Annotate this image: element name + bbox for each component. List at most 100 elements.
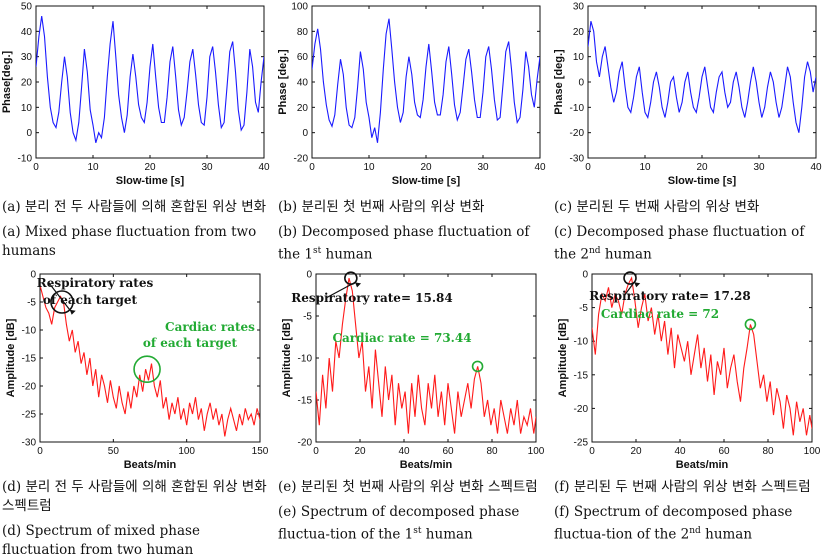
annotation-arrow [48,282,71,311]
y-tick-label: 40 [21,27,33,38]
x-tick-label: 0 [37,446,43,457]
x-axis-label: Beats/min [676,459,729,471]
y-tick-label: 20 [297,103,309,114]
x-tick-label: 80 [762,446,774,457]
y-tick-label: 10 [573,52,585,63]
y-tick-label: -10 [574,337,589,348]
y-tick-label: -20 [294,154,309,165]
chart-b: 0 10 20 30 40 -20 0 20 40 60 80 100 Slow-time [s] Pha… [276,0,551,195]
y-tick-label: -20 [298,438,313,449]
x-axis-label: Slow-time [s] [668,175,737,187]
y-tick-label: 0 [26,128,32,139]
x-tick-label: 30 [201,162,213,173]
caption-e: (e) 분리된 첫 번째 사람의 위상 변화 스펙트럼 (e) Spectrum… [278,478,546,545]
caption-e-ko: (e) 분리된 첫 번째 사람의 위상 변화 스펙트럼 [278,479,538,495]
x-tick-label: 40 [810,162,822,173]
annotation-label: Respiratory rate= 15.84 [291,291,453,305]
annotation-marker [744,318,757,331]
x-axis-label: Beats/min [400,459,453,471]
y-tick-label: 0 [582,270,588,281]
x-tick-label: 10 [639,162,651,173]
caption-f-ko: (f) 분리된 두 번째 사람의 위상 변화 스펙트럼 [554,479,811,495]
y-axis-label: Amplitude [dB] [281,318,293,397]
caption-a: (a) 분리 전 두 사람들에 의해 혼합된 위상 변화 (a) Mixed p… [2,198,270,261]
annotation-label: Cardiac rates [165,320,255,334]
annotation-label: Respiratory rates [37,276,154,290]
caption-f-en-pre: (f) Spectrum of decomposed phase fluctua… [554,504,793,543]
y-tick-label: 50 [21,2,33,13]
y-tick-label: 0 [30,270,36,281]
y-tick-label: 30 [573,2,585,13]
y-tick-label: 10 [21,103,33,114]
caption-e-en-pre: (e) Spectrum of decomposed phase fluctua… [278,504,520,543]
plot-frame [311,5,541,159]
x-tick-label: 20 [696,162,708,173]
x-tick-label: 30 [753,162,765,173]
x-tick-label: 100 [178,446,195,457]
y-tick-label: 0 [578,78,584,89]
y-tick-label: -25 [574,438,589,449]
caption-b-en-pre: (b) Decomposed phase fluctuation of the … [278,224,530,263]
y-tick-label: -20 [574,404,589,415]
x-tick-label: 0 [309,162,315,173]
y-tick-label: 0 [302,128,308,139]
x-tick-label: 40 [534,162,546,173]
caption-f-en-post: human [700,526,753,543]
y-axis-label: Phase [deg.] [553,49,565,115]
y-tick-label: -15 [22,354,37,365]
series-line-c [588,21,816,133]
chart-e: 0 20 40 60 80 100 -20 -15 -10 -5 0 Beats/min Amplitu… [276,268,551,472]
series-line-d [40,285,260,437]
chart-c-svg: 0 10 20 30 40 -30 -20 -10 0 10 20 30 Slow-time [s] Ph… [553,2,822,188]
chart-a: 0 10 20 30 40 -10 0 10 20 30 40 50 Slow-time [s] Phas… [0,0,275,195]
caption-d-en: (d) Spectrum of mixed phase fluctuation … [2,523,200,558]
plot-frame [587,5,817,159]
annotation-label: of each target [43,293,138,307]
x-tick-label: 0 [313,446,319,457]
chart-f: 0 20 40 60 80 100 -25 -20 -15 -10 -5 0 Beats/min Ampl… [552,268,827,472]
caption-f: (f) 분리된 두 번째 사람의 위상 변화 스펙트럼 (f) Spectrum… [554,478,824,545]
x-tick-label: 0 [585,162,591,173]
series-line-a [36,16,264,143]
y-tick-label: 60 [297,52,309,63]
x-tick-label: 60 [442,446,454,457]
x-tick-label: 150 [252,446,269,457]
y-tick-label: 40 [297,78,309,89]
x-tick-label: 50 [108,446,120,457]
y-axis-label: Amplitude [dB] [5,318,17,397]
x-tick-label: 20 [144,162,156,173]
x-tick-label: 40 [398,446,410,457]
caption-d: (d) 분리 전 두 사람들에 의해 혼합된 위상 변화 스펙트럼 (d) Sp… [2,478,270,560]
y-tick-label: -30 [22,438,37,449]
chart-d: 0 50 100 150 -30 -25 -20 -15 -10 -5 0 Beats/min Ampl… [0,268,275,472]
x-tick-label: 80 [486,446,498,457]
y-axis-label: Amplitude [dB] [557,318,569,397]
y-tick-label: -15 [298,396,313,407]
x-tick-label: 10 [363,162,375,173]
caption-b-en: (b) Decomposed phase fluctuation of the … [278,223,546,265]
x-tick-label: 0 [589,446,595,457]
caption-a-ko: (a) 분리 전 두 사람들에 의해 혼합된 위상 변화 [2,199,267,215]
y-tick-label: -20 [22,382,37,393]
y-tick-label: -10 [18,154,33,165]
y-tick-label: 20 [21,78,33,89]
chart-e-svg: 0 20 40 60 80 100 -20 -15 -10 -5 0 Beats/min Amplitu… [281,270,545,472]
x-tick-label: 100 [528,446,545,457]
x-tick-label: 20 [354,446,366,457]
x-tick-label: 0 [33,162,39,173]
x-axis-label: Slow-time [s] [116,175,185,187]
y-tick-label: -5 [303,312,312,323]
y-tick-label: -15 [574,370,589,381]
y-tick-label: 100 [291,2,308,13]
y-tick-label: -10 [22,326,37,337]
x-tick-label: 60 [718,446,730,457]
caption-c-en-sup: nd [589,246,601,256]
plot-frame [35,5,265,159]
annotation-marker [133,355,161,383]
annotation-arrowhead [634,282,641,288]
y-tick-label: -25 [22,410,37,421]
x-tick-label: 20 [420,162,432,173]
annotation-arrow [325,281,356,299]
x-axis-label: Slow-time [s] [392,175,461,187]
